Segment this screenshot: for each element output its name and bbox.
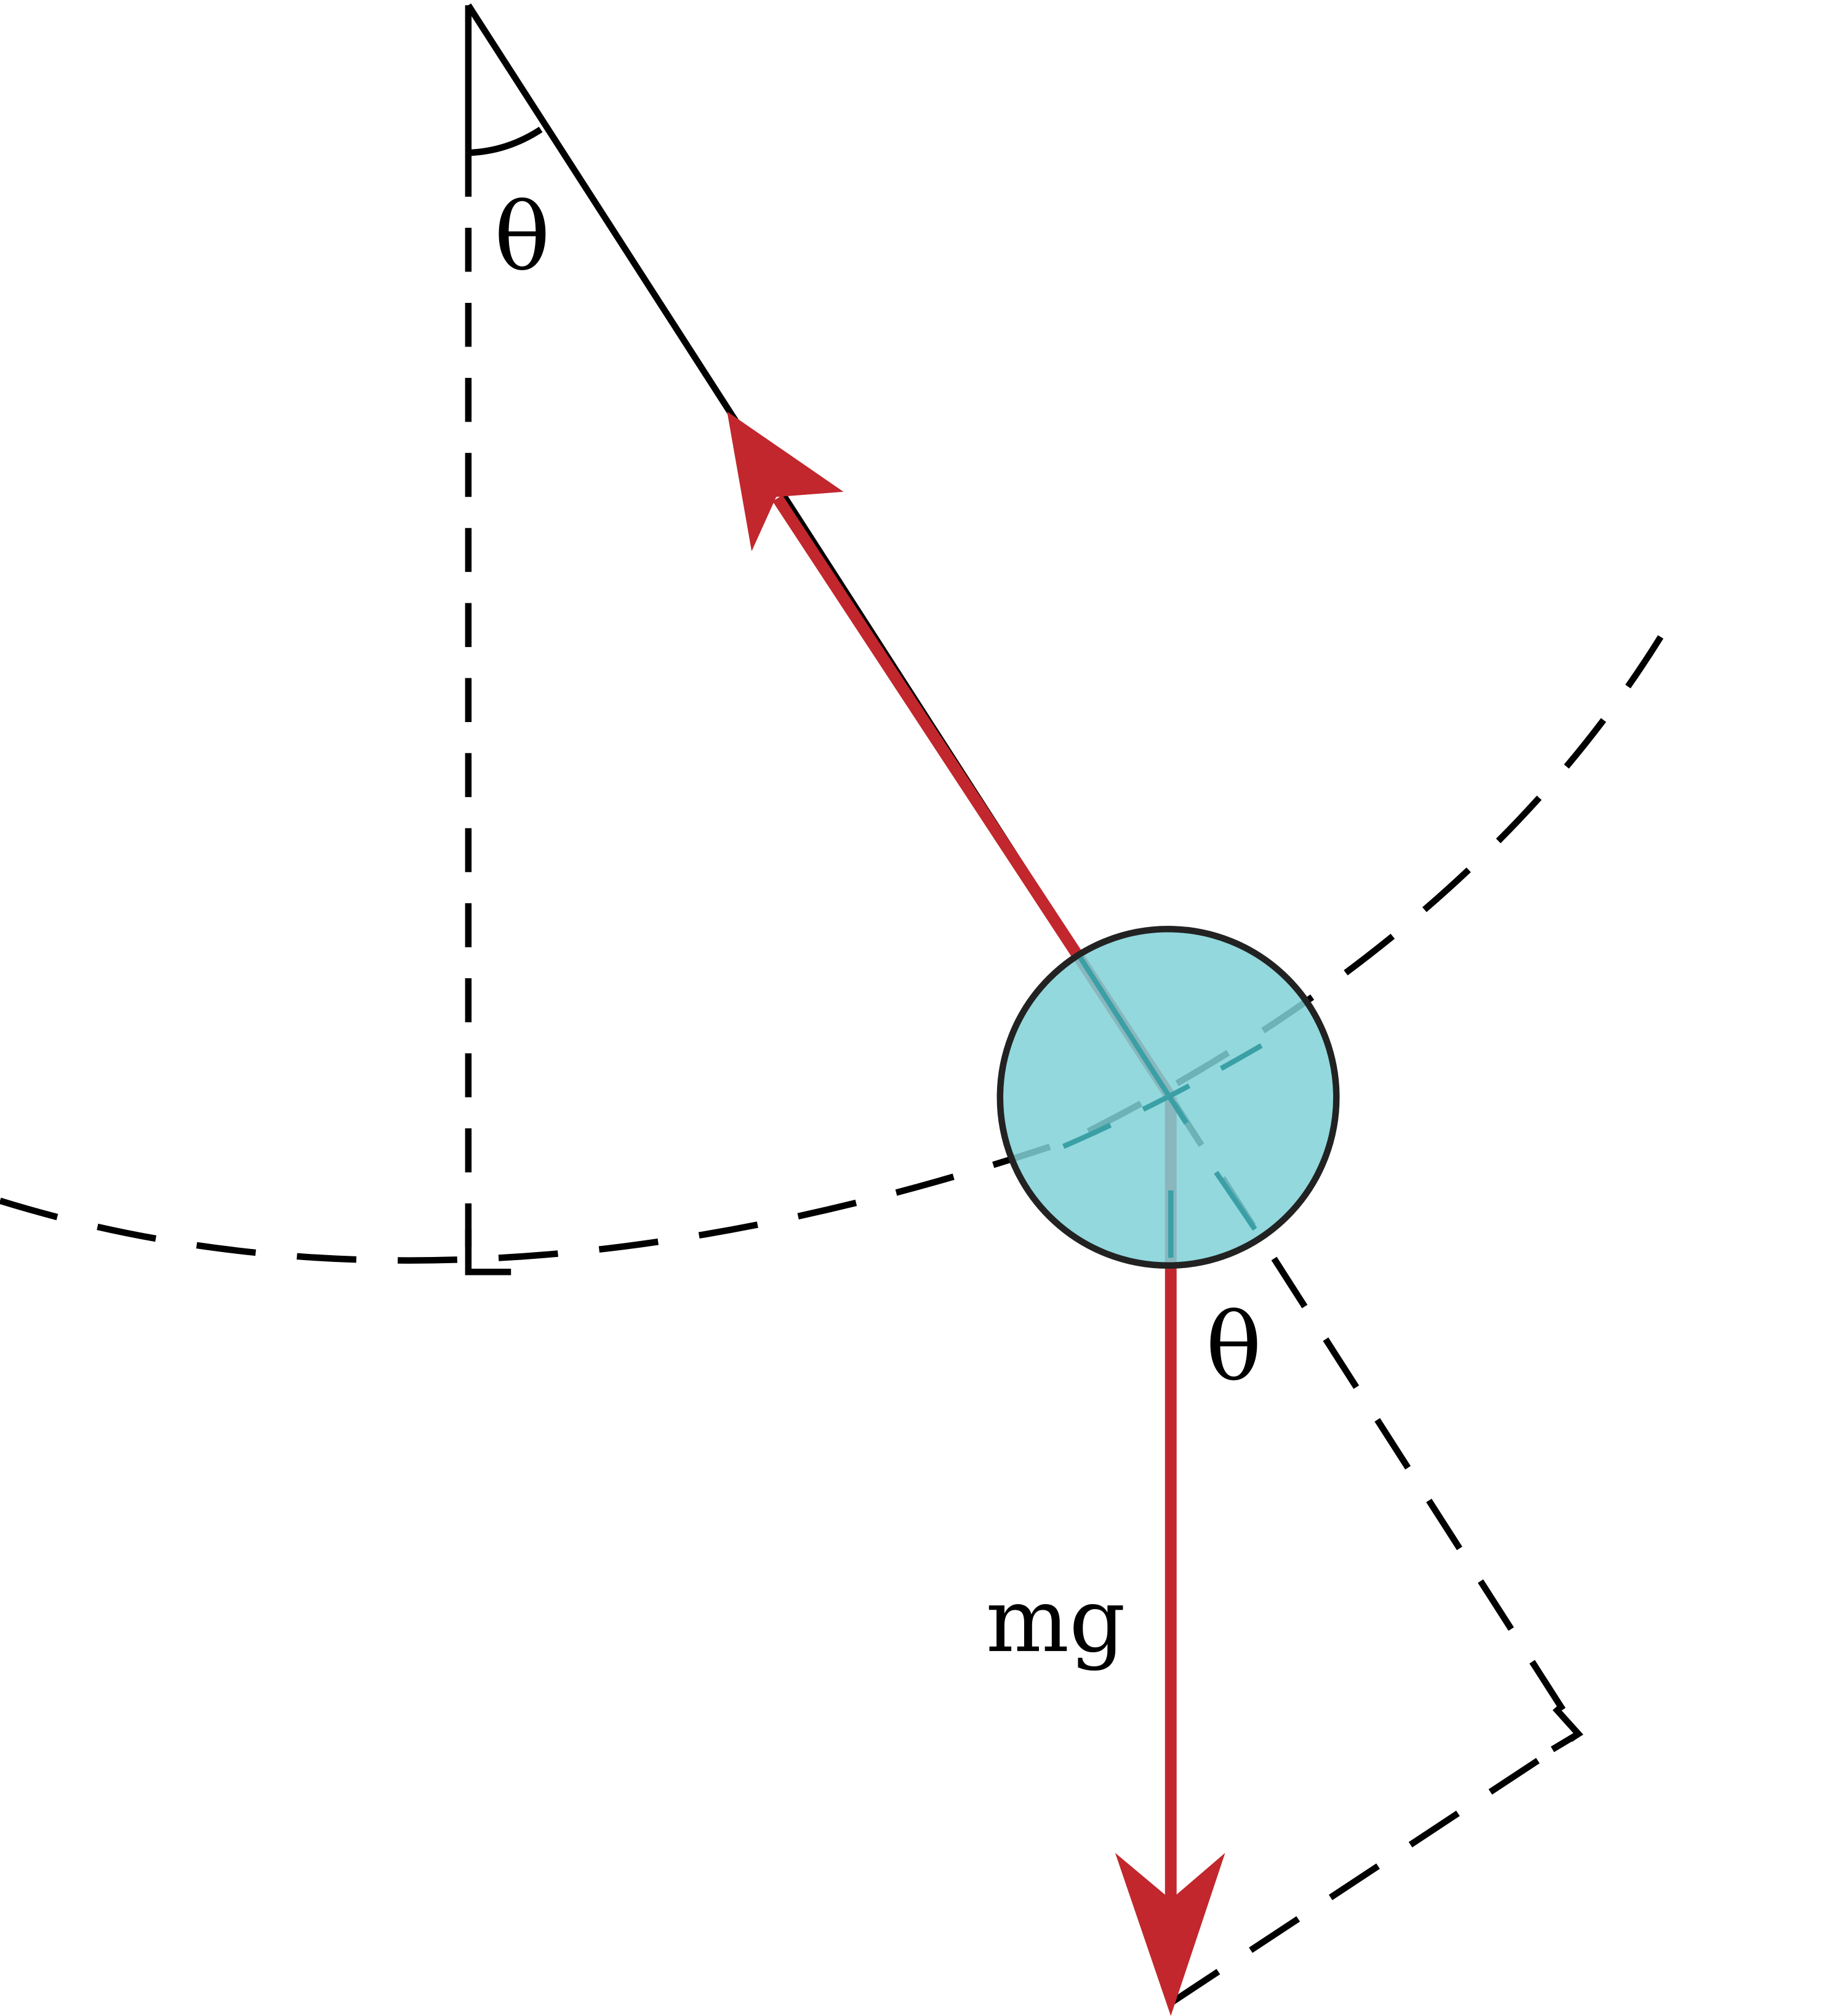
theta-pivot-label: θ (494, 183, 550, 291)
tension-arrowhead (727, 411, 844, 552)
right-angle-marker-lower (1550, 1706, 1584, 1753)
swing-arc-path (0, 632, 1666, 1264)
weight-arrowhead (1115, 1853, 1225, 2016)
bob-inner-extension (1214, 1171, 1257, 1231)
right-angle-marker-bottom (465, 1229, 511, 1275)
perpendicular-component-line (1169, 1731, 1581, 2006)
pivot-angle-arc (468, 126, 543, 156)
theta-bob-label: θ (1206, 1293, 1262, 1402)
weight-label: mg (986, 1569, 1126, 1672)
bob-inner-arc (1062, 1043, 1263, 1149)
